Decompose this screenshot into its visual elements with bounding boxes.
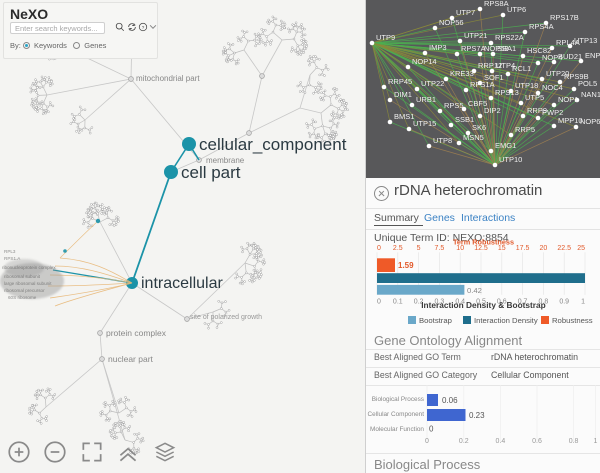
- svg-text:Interaction Density: Interaction Density: [474, 316, 538, 325]
- svg-text:1: 1: [581, 299, 585, 306]
- svg-text:MSN5: MSN5: [463, 133, 484, 142]
- svg-text:UTP21: UTP21: [464, 31, 487, 40]
- svg-text:ribonucleoprotein complex: ribonucleoprotein complex: [2, 265, 56, 270]
- svg-text:BUD21: BUD21: [558, 52, 582, 61]
- svg-text:IMP3: IMP3: [429, 43, 447, 52]
- svg-text:RPS1.A: RPS1.A: [4, 256, 21, 261]
- svg-text:NOP14: NOP14: [412, 57, 437, 66]
- svg-text:UTP18: UTP18: [515, 81, 538, 90]
- svg-text:ribosomal precursor: ribosomal precursor: [4, 288, 45, 293]
- svg-text:UTP8: UTP8: [433, 136, 452, 145]
- svg-text:RPS5: RPS5: [444, 101, 464, 110]
- svg-text:UTP10: UTP10: [499, 155, 522, 164]
- svg-text:RPS8A: RPS8A: [484, 0, 509, 8]
- svg-text:RRP5: RRP5: [515, 125, 535, 134]
- svg-text:0.6: 0.6: [532, 438, 542, 445]
- svg-text:UTP15: UTP15: [413, 119, 436, 128]
- svg-text:DIM1: DIM1: [394, 90, 412, 99]
- svg-text:RPS17B: RPS17B: [550, 13, 579, 22]
- svg-text:RRP45: RRP45: [388, 77, 412, 86]
- svg-text:15: 15: [498, 245, 506, 252]
- svg-text:NAN1: NAN1: [581, 90, 600, 99]
- svg-text:25: 25: [577, 245, 585, 252]
- svg-text:22.5: 22.5: [557, 245, 571, 252]
- svg-text:0.8: 0.8: [569, 438, 579, 445]
- svg-text:RPL3: RPL3: [4, 249, 16, 254]
- svg-text:0: 0: [425, 438, 429, 445]
- svg-text:KRE33: KRE33: [450, 69, 474, 78]
- svg-text:ribosomal subunit: ribosomal subunit: [4, 274, 41, 279]
- svg-text:UTP6: UTP6: [507, 5, 526, 14]
- svg-text:7.5: 7.5: [435, 245, 445, 252]
- svg-text:0.9: 0.9: [559, 299, 569, 306]
- svg-text:SK6: SK6: [472, 123, 486, 132]
- svg-text:large ribosomal subunit: large ribosomal subunit: [4, 281, 52, 286]
- svg-text:0: 0: [429, 425, 434, 434]
- svg-text:Robustness: Robustness: [552, 316, 593, 325]
- svg-text:2.5: 2.5: [393, 245, 403, 252]
- svg-text:Cellular Component: Cellular Component: [368, 411, 425, 418]
- svg-text:?: ?: [142, 25, 145, 30]
- svg-text:ENP1: ENP1: [585, 51, 600, 60]
- svg-text:EMG1: EMG1: [495, 141, 516, 150]
- svg-text:60S ribosome: 60S ribosome: [8, 295, 37, 300]
- svg-text:NOP56: NOP56: [439, 18, 464, 27]
- svg-text:UTP22: UTP22: [421, 79, 444, 88]
- svg-text:0.4: 0.4: [496, 438, 506, 445]
- svg-text:UTP7: UTP7: [456, 8, 475, 17]
- svg-text:MPP10: MPP10: [558, 116, 583, 125]
- svg-text:17.5: 17.5: [516, 245, 530, 252]
- svg-text:Bootstrap: Bootstrap: [419, 316, 452, 325]
- svg-text:URB1: URB1: [416, 95, 436, 104]
- svg-text:RCL1: RCL1: [512, 64, 531, 73]
- svg-text:20: 20: [540, 245, 548, 252]
- svg-text:RPS7A: RPS7A: [461, 44, 486, 53]
- svg-text:BMS1: BMS1: [394, 112, 414, 121]
- svg-text:0.42: 0.42: [467, 286, 482, 295]
- svg-text:1.59: 1.59: [398, 261, 414, 270]
- svg-text:DIP2: DIP2: [484, 106, 501, 115]
- svg-text:NOC4: NOC4: [542, 83, 563, 92]
- svg-text:NOP1: NOP1: [558, 95, 578, 104]
- svg-text:0: 0: [377, 299, 381, 306]
- svg-text:RPS4A: RPS4A: [529, 22, 554, 31]
- svg-text:UTP5: UTP5: [525, 93, 544, 102]
- svg-text:0.23: 0.23: [469, 411, 485, 420]
- svg-text:SSA1: SSA1: [497, 44, 516, 53]
- svg-text:POL5: POL5: [578, 79, 597, 88]
- svg-text:NOP6: NOP6: [580, 117, 600, 126]
- svg-text:0.2: 0.2: [459, 438, 469, 445]
- svg-text:UTP13: UTP13: [574, 36, 597, 45]
- svg-text:UTP9: UTP9: [376, 33, 395, 42]
- svg-text:0.06: 0.06: [442, 396, 458, 405]
- svg-text:12.5: 12.5: [474, 245, 488, 252]
- svg-text:SOF1: SOF1: [484, 73, 504, 82]
- svg-text:RPS22A: RPS22A: [495, 33, 524, 42]
- svg-text:Biological Process: Biological Process: [372, 396, 424, 403]
- svg-text:10: 10: [456, 245, 464, 252]
- svg-text:5: 5: [417, 245, 421, 252]
- svg-text:1: 1: [594, 438, 598, 445]
- svg-text:Interaction Density & Bootstra: Interaction Density & Bootstrap: [421, 300, 545, 310]
- svg-text:Molecular Function: Molecular Function: [370, 426, 424, 433]
- svg-text:0: 0: [377, 245, 381, 252]
- svg-text:0.1: 0.1: [393, 299, 403, 306]
